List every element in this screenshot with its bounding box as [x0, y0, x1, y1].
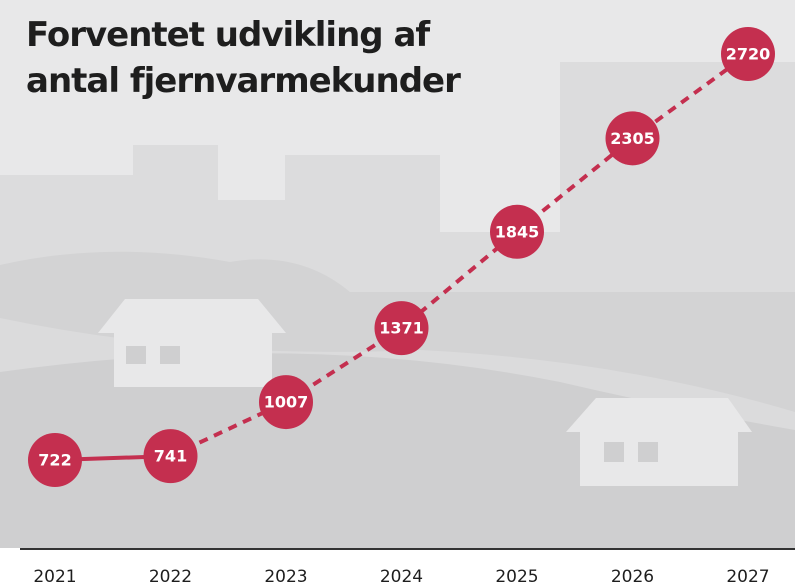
chart-title: Forventet udvikling af — [26, 15, 431, 55]
point — [721, 27, 775, 81]
value-label: 1007 — [264, 393, 309, 412]
x-tick-label: 2023 — [264, 567, 307, 585]
line-dashed — [169, 52, 750, 458]
point — [605, 111, 660, 166]
point — [490, 204, 544, 259]
x-tick-label: 2022 — [149, 567, 192, 585]
value-label: 722 — [38, 451, 71, 470]
value-label: 741 — [154, 447, 187, 466]
point — [259, 375, 313, 430]
chart-title: antal fjernvarmekunder — [26, 61, 461, 101]
value-label: 2720 — [726, 45, 771, 64]
point — [28, 433, 82, 487]
x-tick-label: 2024 — [380, 567, 423, 585]
value-label: 2305 — [610, 129, 655, 148]
point — [374, 301, 429, 356]
value-label: 1371 — [379, 319, 424, 338]
x-tick-label: 2027 — [726, 567, 769, 585]
point — [143, 429, 198, 484]
x-tick-label: 2025 — [495, 567, 538, 585]
x-tick-label: 2021 — [33, 567, 76, 585]
value-label: 1845 — [495, 222, 540, 241]
x-tick-label: 2026 — [611, 567, 654, 585]
